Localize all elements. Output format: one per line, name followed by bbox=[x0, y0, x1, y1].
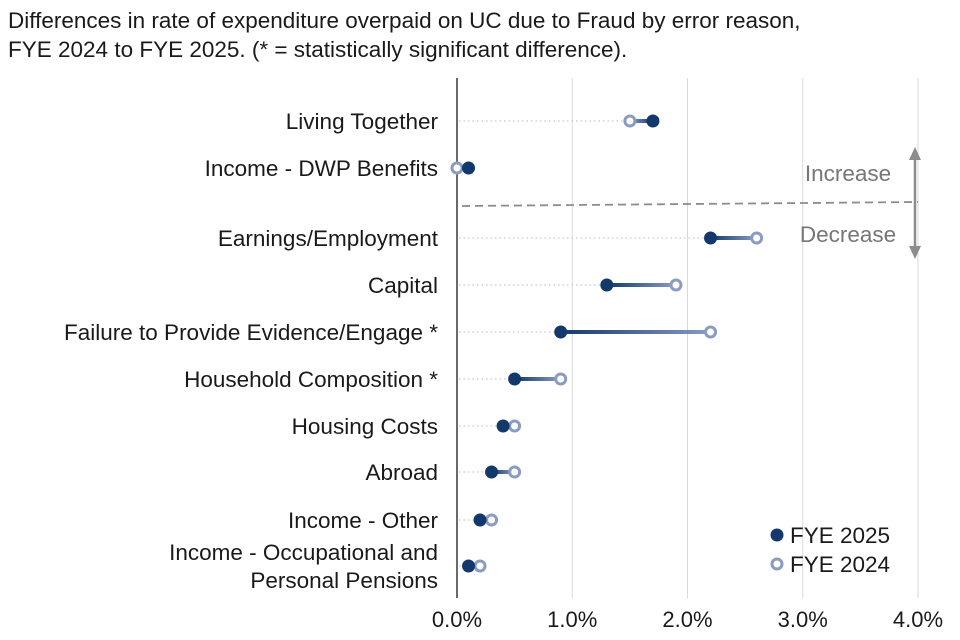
row-failure-to-provide-evidence-engage: Failure to Provide Evidence/Engage * bbox=[64, 320, 718, 345]
arrow-head-down bbox=[909, 246, 921, 259]
point-fye2025 bbox=[554, 325, 568, 339]
arrow-head-up bbox=[909, 147, 921, 160]
point-fye2025 bbox=[496, 419, 510, 433]
chart-title: Differences in rate of expenditure overp… bbox=[8, 6, 948, 64]
category-label: Income - Other bbox=[288, 508, 439, 533]
x-tick-label-3: 3.0% bbox=[778, 607, 828, 632]
category-label: Abroad bbox=[365, 460, 438, 485]
x-tick-label-2: 2.0% bbox=[662, 607, 712, 632]
decrease-label: Decrease bbox=[800, 222, 896, 247]
plot-rows: Living Together Income - DWP Benefits Earn… bbox=[64, 109, 764, 593]
chart-title-line-2: FYE 2024 to FYE 2025. (* = statistically… bbox=[8, 37, 628, 62]
category-label: Capital bbox=[368, 273, 438, 298]
point-fye2024 bbox=[750, 231, 764, 245]
point-fye2025 bbox=[473, 513, 487, 527]
connector-bar bbox=[629, 119, 653, 123]
legend-label-fye2024: FYE 2024 bbox=[790, 552, 890, 577]
connector-bar bbox=[491, 470, 515, 474]
category-label: Earnings/Employment bbox=[218, 226, 439, 251]
row-living-together: Living Together bbox=[286, 109, 660, 134]
point-fye2025 bbox=[704, 231, 718, 245]
category-label: Income - Occupational and bbox=[169, 540, 438, 565]
point-fye2024 bbox=[554, 372, 568, 386]
axes: 0.0% 1.0% 2.0% 3.0% 4.0% bbox=[432, 78, 943, 632]
category-label: Income - DWP Benefits bbox=[205, 156, 438, 181]
legend-swatch-fye2024 bbox=[770, 557, 784, 571]
point-fye2024 bbox=[623, 114, 637, 128]
point-fye2024 bbox=[485, 513, 499, 527]
category-label: Failure to Provide Evidence/Engage * bbox=[64, 320, 438, 345]
x-tick-label-4: 4.0% bbox=[893, 607, 943, 632]
row-capital: Capital bbox=[368, 273, 683, 298]
point-fye2024 bbox=[704, 325, 718, 339]
legend-swatch-fye2025 bbox=[770, 528, 784, 542]
gridlines bbox=[571, 78, 919, 598]
point-fye2025 bbox=[646, 114, 660, 128]
chart-title-line-1: Differences in rate of expenditure overp… bbox=[8, 8, 801, 33]
point-fye2025 bbox=[462, 161, 476, 175]
row-earnings-employment: Earnings/Employment bbox=[218, 226, 764, 251]
connector-bar bbox=[710, 236, 757, 240]
legend-label-fye2025: FYE 2025 bbox=[790, 523, 890, 548]
point-fye2024 bbox=[450, 161, 464, 175]
point-fye2024 bbox=[473, 559, 487, 573]
point-fye2025 bbox=[485, 465, 499, 479]
category-label: Personal Pensions bbox=[250, 568, 438, 593]
row-income-dwp-benefits: Income - DWP Benefits bbox=[205, 156, 476, 181]
increase-decrease-annotation: Increase Decrease bbox=[461, 147, 921, 259]
point-fye2024 bbox=[669, 278, 683, 292]
row-housing-costs: Housing Costs bbox=[292, 414, 522, 439]
point-fye2025 bbox=[508, 372, 522, 386]
category-label: Household Composition * bbox=[184, 367, 438, 392]
connector-bar bbox=[514, 377, 561, 381]
point-fye2025 bbox=[462, 559, 476, 573]
group-divider-line bbox=[461, 201, 919, 207]
point-fye2025 bbox=[600, 278, 614, 292]
row-household-composition: Household Composition * bbox=[184, 367, 568, 392]
legend: FYE 2025 FYE 2024 bbox=[770, 523, 890, 577]
point-fye2024 bbox=[508, 465, 522, 479]
row-income-other: Income - Other bbox=[288, 508, 499, 533]
increase-label: Increase bbox=[805, 161, 891, 186]
category-label: Housing Costs bbox=[292, 414, 438, 439]
row-income-occupational-and-personal-pensions: Income - Occupational and Personal Pensio… bbox=[169, 540, 487, 593]
row-abroad: Abroad bbox=[365, 460, 522, 485]
x-tick-label-0: 0.0% bbox=[432, 607, 482, 632]
category-label: Living Together bbox=[286, 109, 439, 134]
connector-bar bbox=[606, 283, 676, 287]
x-tick-label-1: 1.0% bbox=[547, 607, 597, 632]
point-fye2024 bbox=[508, 419, 522, 433]
connector-bar bbox=[560, 330, 711, 334]
